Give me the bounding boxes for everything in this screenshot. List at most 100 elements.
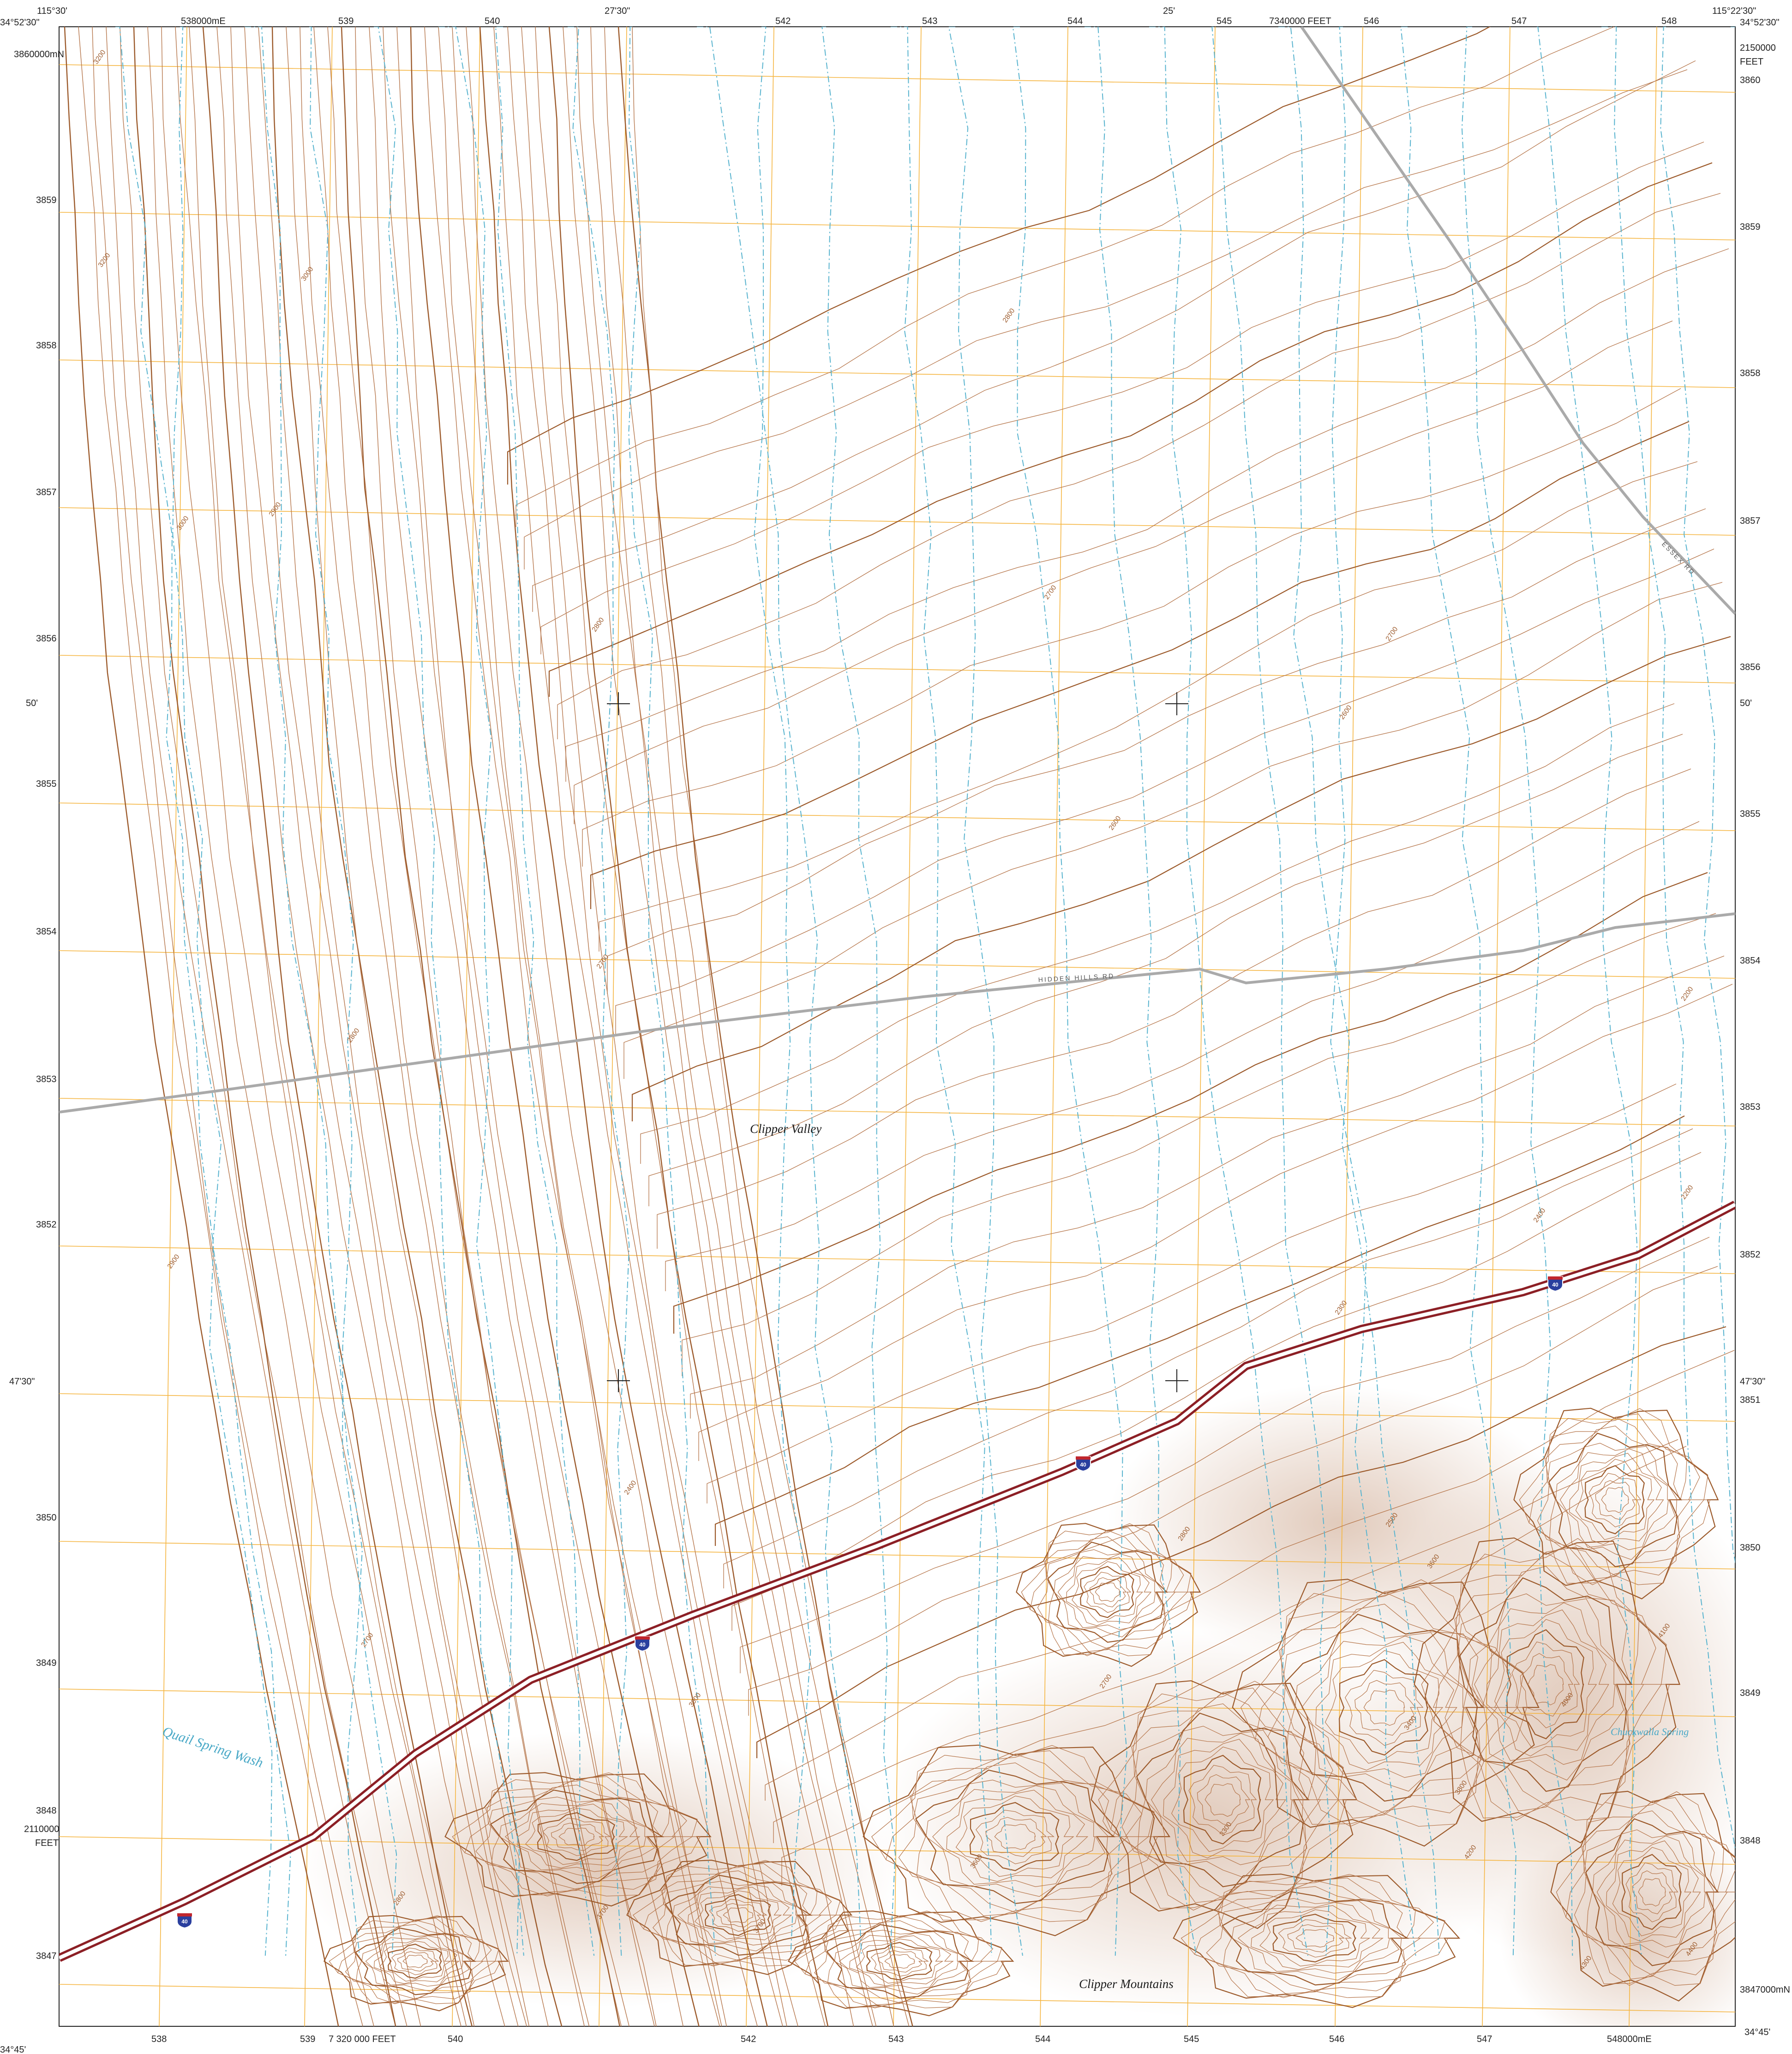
drainage-line (891, 27, 992, 1956)
utm-tick-left: 3849 (36, 1658, 57, 1668)
drainage-line (568, 27, 630, 1956)
contour-line (665, 821, 1700, 1291)
contour-line (1183, 1755, 1261, 1844)
contour-line (1278, 1919, 1352, 1958)
contour-line (1638, 1878, 1666, 1907)
feet-tick-bottom: 7 320 000 FEET (329, 2034, 396, 2044)
collar-left: 3860000mN 50' 47'30" 2110000 FEET 3859 38… (9, 49, 64, 1961)
contour-line (369, 27, 657, 2026)
grid-line-vertical (1187, 27, 1216, 2026)
utm-tick-right: 3855 (1740, 809, 1761, 819)
utm-tick-right-3847: 3847000mN (1740, 1985, 1790, 1995)
utm-tick-right: 3849 (1740, 1688, 1761, 1698)
contour-line (709, 1898, 767, 1932)
utm-tick-right: 3856 (1740, 662, 1761, 672)
contour-line (329, 1915, 501, 2004)
contour-line (976, 1809, 1055, 1864)
contour-line (490, 1789, 665, 1884)
contour-line (410, 27, 700, 2026)
grid-line-horizontal (59, 1246, 1735, 1274)
collar-bottom: 34°45' 34°45' 7 320 000 FEET 538 548000m… (0, 2027, 1770, 2054)
contour-line (1625, 1862, 1678, 1922)
contour-line (1110, 1688, 1339, 1911)
contour-line (120, 27, 408, 2026)
feet-tick-top: 7340000 FEET (1269, 16, 1331, 26)
interstate-shield-icon: 40 (1075, 1456, 1091, 1472)
contour-line (92, 27, 374, 2026)
contour-line (1295, 1628, 1478, 1792)
interstate-shield-icon: 40 (635, 1636, 650, 1652)
contour-line (1584, 1810, 1717, 1976)
utm-tick-bottom: 547 (1477, 2034, 1492, 2044)
contour-line (244, 27, 527, 2026)
contour-line (599, 461, 1698, 952)
contour-line (1565, 1797, 1735, 1986)
contour-line (707, 1084, 1677, 1503)
grid-line-horizontal (59, 655, 1735, 683)
contour-line (748, 1266, 1718, 1716)
contour-line (1606, 1840, 1701, 1942)
contour-line (548, 27, 829, 2026)
contour-line (886, 1750, 1150, 1922)
contour-line (1057, 1553, 1156, 1630)
contour-line (271, 27, 563, 2026)
contour-line (1021, 1523, 1193, 1656)
drainage-line (1012, 27, 1127, 1956)
utm-tick-right: 3860 (1740, 75, 1761, 85)
corner-lat-bottom-left: 34°45' (0, 2045, 26, 2054)
contour-line (1134, 1703, 1307, 1898)
contour-line (590, 27, 873, 2026)
contour-line (397, 1951, 435, 1972)
contour-line (682, 913, 1716, 1376)
contour-line (354, 1924, 474, 2000)
contour-line (1354, 1680, 1416, 1736)
contour-line (1220, 1886, 1407, 1992)
contour-line (1232, 1579, 1540, 1847)
contour-line (133, 27, 396, 2026)
contour-line (1632, 1870, 1673, 1915)
contour-line (524, 69, 1688, 569)
contour-line (64, 27, 339, 2026)
utm-tick-left-3860: 3860000mN (14, 49, 64, 60)
contour-line (1084, 1572, 1132, 1613)
contour-line (1588, 1473, 1642, 1527)
lon-tick-25: 25' (1163, 6, 1175, 16)
contour-line (1421, 1538, 1670, 1821)
grid-line-vertical (746, 27, 774, 2026)
utm-tick-left: 3854 (36, 927, 57, 937)
contour-line (542, 1818, 611, 1856)
grid-line-vertical (1040, 27, 1068, 2026)
interstate-shield-icon: 40 (177, 1913, 192, 1929)
contour-line (884, 1954, 915, 1969)
contour-line (1295, 1929, 1335, 1948)
contour-line (106, 27, 396, 2026)
utm-tick-right: 3858 (1740, 368, 1761, 378)
lat-tick-left-4730: 47'30" (9, 1377, 35, 1387)
contour-line (704, 1894, 771, 1936)
utm-tick-left: 3850 (36, 1513, 57, 1523)
contour-line (1511, 1641, 1580, 1729)
utm-tick-left: 3857 (36, 487, 57, 497)
contour-line (673, 872, 1708, 1334)
drainage-line (1400, 27, 1516, 1956)
contour-line (388, 1943, 442, 1979)
contour-line (361, 1933, 472, 1992)
contour-line (1080, 1566, 1134, 1618)
contour-line (756, 1326, 1726, 1758)
interstate-40 (59, 1201, 1735, 1962)
mountain-relief-shading (300, 1384, 1735, 2026)
utm-tick-right: 3853 (1740, 1102, 1761, 1112)
contour-line (1241, 1579, 1528, 1827)
contour-line (1519, 1408, 1711, 1585)
corner-lon-top-left: 115°30' (37, 6, 67, 16)
utm-tick-left: 3853 (36, 1074, 57, 1084)
contour-line (1237, 1902, 1390, 1974)
drainage-lines (115, 27, 1735, 1956)
contour-line (617, 27, 913, 2026)
contour-line (515, 27, 1615, 527)
contour-line (1575, 1459, 1655, 1540)
contour-line (300, 27, 585, 2026)
contour-line (878, 1950, 924, 1973)
